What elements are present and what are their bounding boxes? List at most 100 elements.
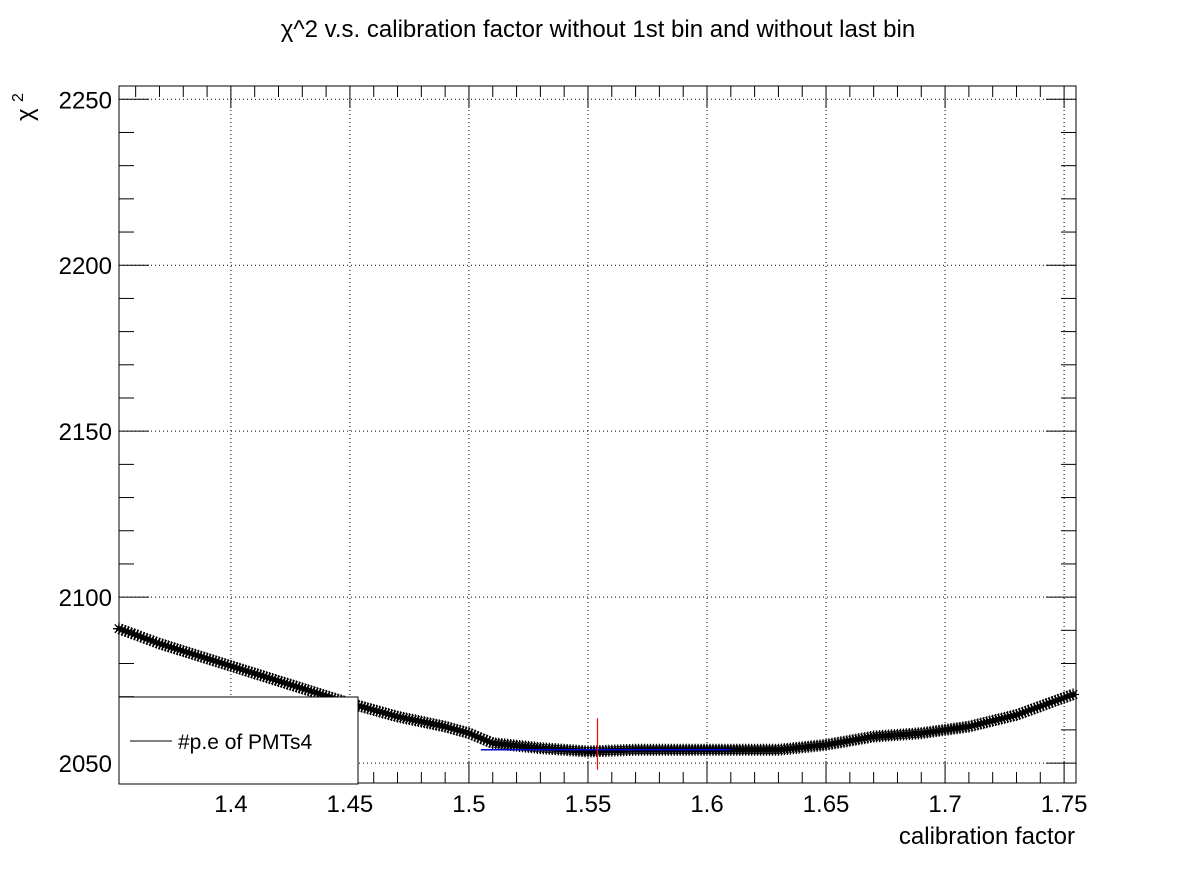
data-point: [992, 713, 1005, 726]
data-point: [159, 639, 172, 652]
data-point: [361, 702, 374, 715]
chart-title: χ^2 v.s. calibration factor without 1st …: [281, 16, 915, 43]
x-tick-label: 1.5: [452, 791, 485, 818]
data-point: [459, 726, 472, 739]
data-point: [287, 679, 300, 692]
data-point: [977, 716, 990, 729]
data-point: [186, 647, 199, 660]
data-point: [189, 648, 202, 661]
data-point: [1001, 711, 1014, 724]
data-point: [376, 706, 389, 719]
y-tick-label: 2100: [59, 585, 112, 612]
data-point: [998, 711, 1011, 724]
data-point: [358, 701, 371, 714]
data-point: [373, 705, 386, 718]
data-point: [451, 723, 464, 736]
data-point: [364, 703, 377, 716]
data-point: [1061, 690, 1074, 703]
data-point: [134, 630, 147, 643]
data-point: [1019, 705, 1032, 718]
data-point: [468, 729, 481, 742]
data-point: [150, 636, 163, 649]
axis-ticks: [119, 86, 1076, 783]
data-point: [442, 721, 455, 734]
data-point: [233, 662, 246, 675]
data-point: [218, 658, 231, 671]
data-point: [192, 649, 205, 662]
data-point: [989, 714, 1002, 727]
grid-lines: [119, 86, 1076, 783]
data-point: [251, 668, 264, 681]
data-point: [153, 637, 166, 650]
data-point: [465, 728, 478, 741]
data-point: [974, 717, 987, 730]
data-point: [483, 735, 496, 748]
data-point: [221, 659, 234, 672]
data-point: [445, 722, 458, 735]
data-point: [471, 730, 484, 743]
data-point: [293, 681, 306, 694]
data-point: [968, 719, 981, 732]
data-point: [439, 720, 452, 733]
data-point: [162, 640, 175, 653]
x-tick-label: 1.4: [214, 791, 247, 818]
data-point: [352, 699, 365, 712]
data-point: [1031, 701, 1044, 714]
data-point: [254, 669, 267, 682]
data-point: [1025, 703, 1038, 716]
data-point: [215, 657, 228, 670]
data-point: [296, 682, 309, 695]
data-point: [302, 684, 315, 697]
data-point: [299, 683, 312, 696]
x-tick-label: 1.65: [803, 791, 850, 818]
data-point: [462, 727, 475, 740]
data-point: [1028, 702, 1041, 715]
data-point: [212, 656, 225, 669]
data-point: [272, 674, 285, 687]
data-point: [1022, 704, 1035, 717]
data-point: [183, 646, 196, 659]
tick-labels: 1.4 1.45 1.5 1.55 1.6 1.65 1.7 1.75 2050 2100 2150…: [59, 87, 1088, 818]
data-point: [119, 624, 132, 637]
data-point: [242, 665, 255, 678]
data-point: [230, 661, 243, 674]
data-point: [245, 666, 258, 679]
data-point: [1007, 709, 1020, 722]
series-layer: [113, 622, 1080, 770]
data-point: [141, 633, 154, 646]
data-point: [275, 675, 288, 688]
data-point: [456, 725, 469, 738]
data-point: [317, 688, 330, 701]
data-point: [281, 677, 294, 690]
data-point: [382, 708, 395, 721]
data-point: [290, 680, 303, 693]
x-tick-label: 1.75: [1041, 791, 1088, 818]
data-point: [965, 719, 978, 732]
y-tick-label: 2250: [59, 87, 112, 114]
data-point: [388, 709, 401, 722]
data-point: [131, 629, 144, 642]
data-point: [177, 645, 190, 658]
data-point: [210, 655, 223, 668]
data-point: [1049, 694, 1062, 707]
data-point: [171, 643, 184, 656]
data-point: [128, 628, 141, 641]
data-point: [116, 623, 129, 636]
plot-frame: [118, 85, 1077, 784]
data-point: [448, 723, 461, 736]
data-point: [174, 644, 187, 657]
data-point: [1034, 700, 1047, 713]
data-point: [1010, 708, 1023, 721]
data-point: [198, 651, 211, 664]
y-axis-label: χ 2: [10, 93, 39, 121]
data-point: [263, 672, 276, 685]
y-tick-label: 2050: [59, 751, 112, 778]
data-point: [454, 724, 467, 737]
data-point: [320, 689, 333, 702]
data-point: [224, 660, 237, 673]
data-point: [986, 714, 999, 727]
y-tick-label: 2200: [59, 253, 112, 280]
data-point: [195, 650, 208, 663]
data-point: [1064, 689, 1077, 702]
data-point: [125, 627, 138, 640]
